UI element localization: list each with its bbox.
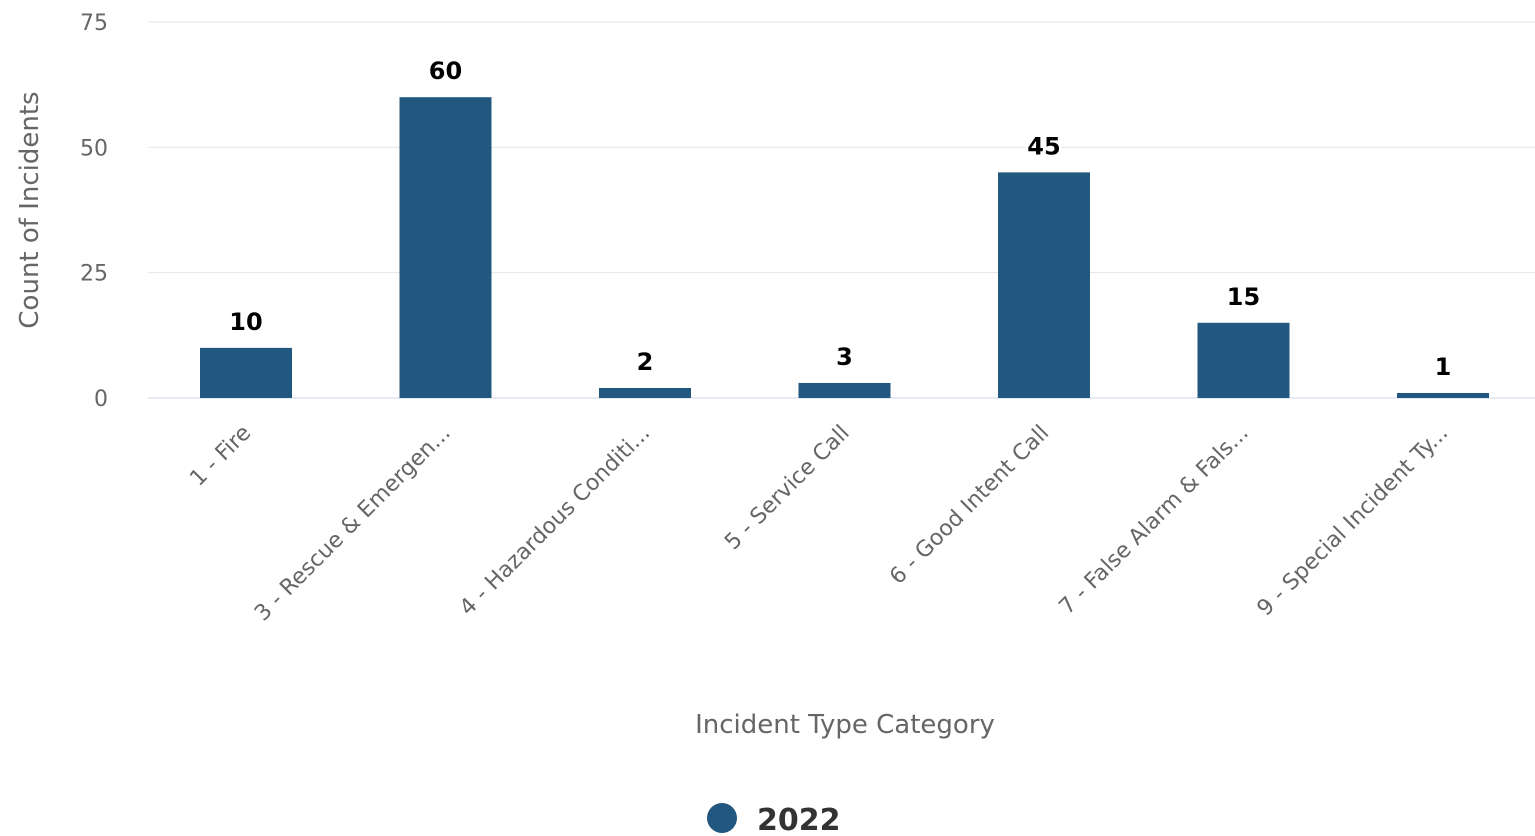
x-tick-label: 5 - Service Call [720, 421, 855, 556]
y-tick-label: 0 [94, 387, 108, 412]
y-tick-label: 75 [80, 11, 108, 36]
data-labels: 10 60 2 3 45 15 1 [227, 55, 1454, 384]
legend[interactable]: 2022 [707, 803, 841, 836]
bar[interactable] [399, 97, 492, 398]
x-tick-label: 7 - False Alarm & Fals... [1055, 421, 1254, 620]
data-label: 1 [1435, 353, 1452, 381]
data-label: 45 [1027, 132, 1060, 160]
bar[interactable] [599, 387, 691, 398]
x-tick-label: 4 - Hazardous Conditi... [455, 421, 655, 621]
y-tick-label: 25 [80, 262, 108, 287]
x-tick-label: 6 - Good Intent Call [885, 421, 1054, 590]
bar[interactable] [998, 172, 1090, 398]
y-axis-title: Count of Incidents [15, 91, 45, 328]
data-label: 15 [1227, 283, 1260, 311]
bar[interactable] [1197, 322, 1290, 398]
x-tick-label: 9 - Special Incident Ty... [1253, 421, 1454, 622]
legend-marker-icon [707, 803, 737, 833]
bar[interactable] [798, 382, 891, 398]
bar[interactable] [1397, 392, 1489, 398]
legend-label: 2022 [757, 803, 841, 836]
x-tick-label: 1 - Fire [185, 421, 256, 492]
data-label: 60 [429, 57, 462, 85]
y-axis-ticks: 0 25 50 75 [80, 11, 108, 412]
x-axis-title: Incident Type Category [695, 710, 995, 740]
data-label: 2 [637, 348, 654, 376]
data-label: 10 [229, 308, 262, 336]
y-tick-label: 50 [80, 136, 108, 161]
data-label: 3 [836, 343, 853, 371]
gridlines [148, 21, 1535, 399]
bar[interactable] [200, 347, 292, 398]
x-tick-label: 3 - Rescue & Emergen... [250, 421, 456, 627]
bars [200, 97, 1489, 398]
